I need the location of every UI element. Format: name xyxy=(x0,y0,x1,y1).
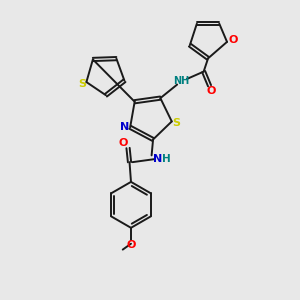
Text: O: O xyxy=(126,240,136,250)
Text: N: N xyxy=(120,122,130,132)
Text: H: H xyxy=(162,154,171,164)
Text: S: S xyxy=(78,79,86,88)
Text: O: O xyxy=(206,86,215,96)
Text: NH: NH xyxy=(173,76,190,86)
Text: S: S xyxy=(172,118,180,128)
Text: O: O xyxy=(118,138,128,148)
Text: N: N xyxy=(154,154,163,164)
Text: O: O xyxy=(228,35,238,45)
